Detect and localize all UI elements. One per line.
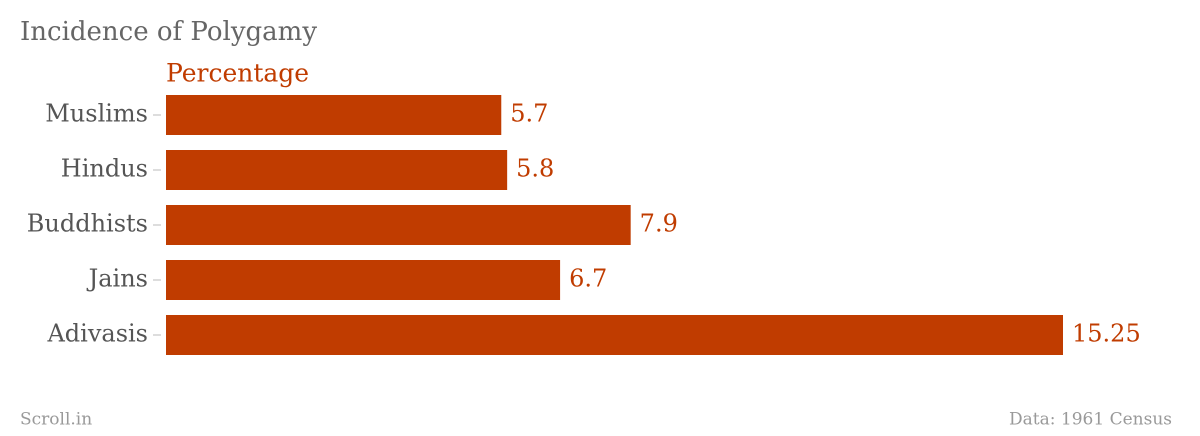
y-tick-label: Muslims [45, 100, 148, 128]
chart-title: Incidence of Polygamy [20, 17, 317, 47]
bar [166, 260, 561, 300]
value-label: 7.9 [640, 210, 678, 238]
y-tick-label: Hindus [61, 155, 148, 183]
value-label: 5.7 [510, 100, 548, 128]
y-tick-label: Adivasis [46, 320, 148, 348]
value-label: 5.8 [516, 155, 554, 183]
y-tick-label: Jains [86, 265, 148, 293]
value-label: 15.25 [1072, 320, 1141, 348]
footer-data: Data: 1961 Census [1009, 410, 1172, 430]
bar [166, 95, 502, 135]
bar [166, 315, 1063, 355]
footer-source: Scroll.in [20, 410, 92, 430]
chart-subtitle: Percentage [166, 59, 309, 88]
bar [166, 205, 631, 245]
value-label: 6.7 [569, 265, 607, 293]
bar [166, 150, 508, 190]
y-tick-label: Buddhists [27, 210, 148, 238]
